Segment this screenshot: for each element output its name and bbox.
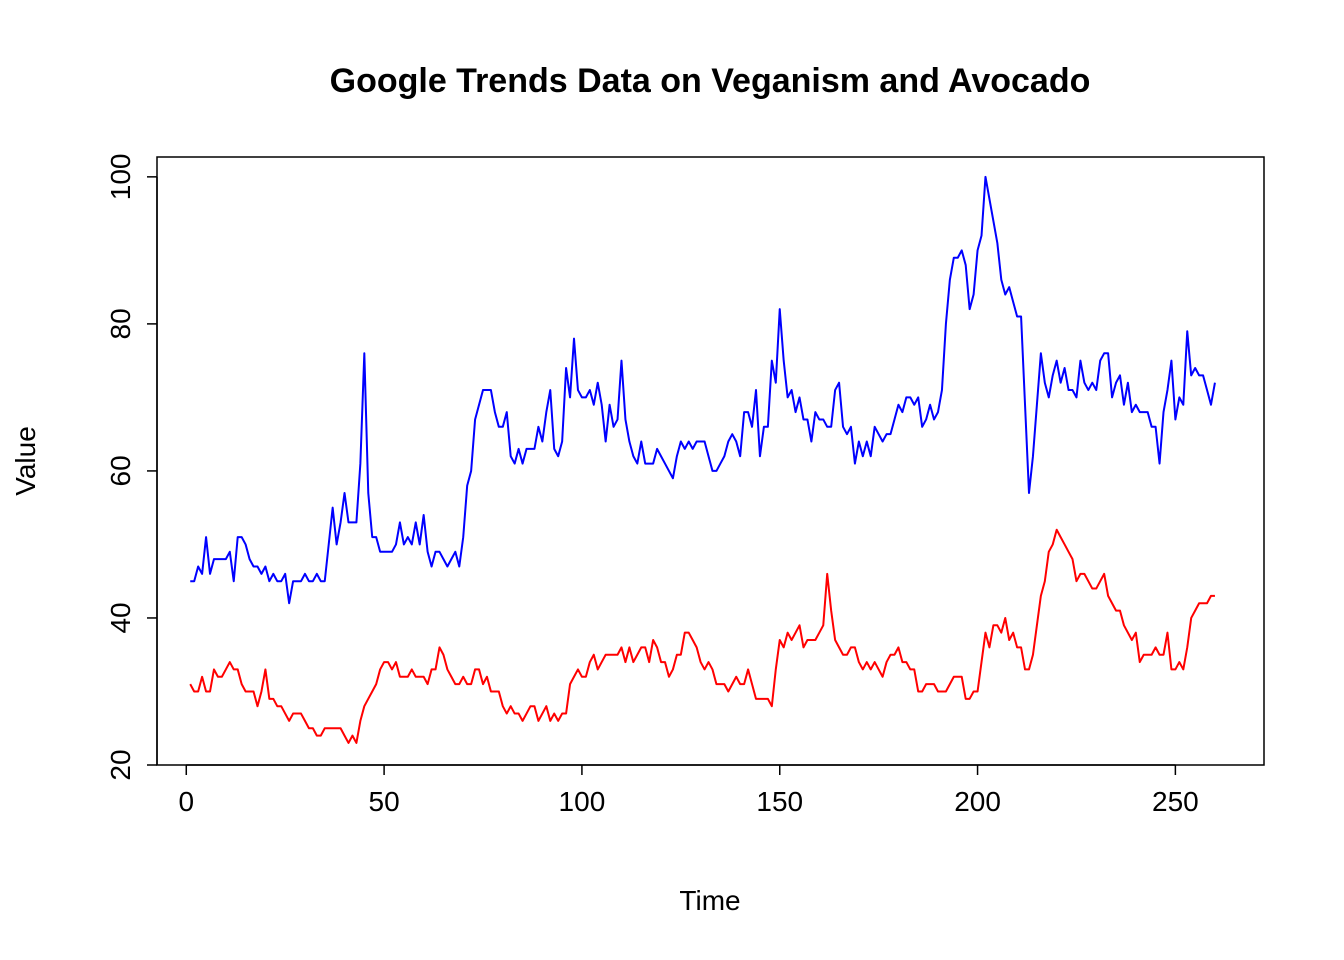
y-axis-label: Value (10, 426, 41, 496)
x-tick-label-0: 0 (178, 786, 194, 817)
y-axis: 20 40 60 80 100 (105, 153, 158, 781)
plot-area (189, 175, 1216, 744)
x-tick-label-2: 100 (559, 786, 606, 817)
x-tick-label-4: 200 (954, 786, 1001, 817)
y-tick-label-3: 80 (105, 308, 136, 339)
x-tick-label-3: 150 (756, 786, 803, 817)
y-tick-label-0: 20 (105, 749, 136, 780)
x-axis-label: Time (679, 885, 740, 916)
x-tick-label-1: 50 (369, 786, 400, 817)
y-tick-label-2: 60 (105, 455, 136, 486)
series-line-0 (190, 175, 1216, 605)
x-tick-label-5: 250 (1152, 786, 1199, 817)
x-axis: 0 50 100 150 200 250 (178, 764, 1199, 817)
chart-title: Google Trends Data on Veganism and Avoca… (330, 62, 1091, 100)
series-line-1 (189, 528, 1215, 744)
y-tick-label-1: 40 (105, 602, 136, 633)
y-tick-label-4: 100 (105, 153, 136, 200)
